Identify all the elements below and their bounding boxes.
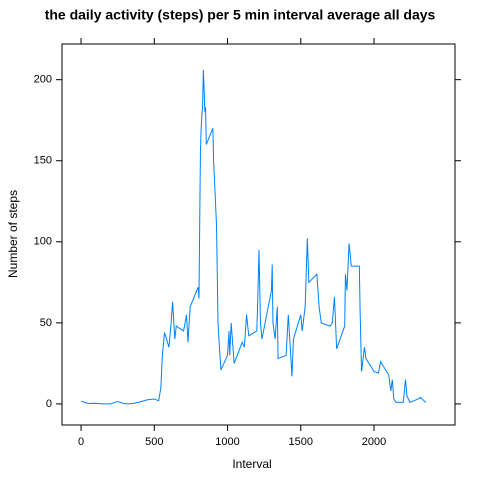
panel-border <box>61 43 456 426</box>
x-tick-label: 500 <box>145 436 163 448</box>
x-tick-label: 0 <box>78 436 84 448</box>
x-axis-label: Interval <box>232 457 271 471</box>
y-tick-label: 100 <box>34 236 52 248</box>
y-axis-label: Number of steps <box>6 190 20 278</box>
x-tick-label: 1500 <box>289 436 313 448</box>
y-tick-label: 200 <box>34 74 52 86</box>
data-line <box>80 69 427 405</box>
x-tick-label: 2000 <box>362 436 386 448</box>
y-tick-label: 0 <box>46 398 52 410</box>
x-tick-label: 1000 <box>215 436 239 448</box>
y-tick-label: 150 <box>34 155 52 167</box>
chart-title: the daily activity (steps) per 5 min int… <box>45 7 436 23</box>
y-tick-label: 50 <box>40 317 52 329</box>
